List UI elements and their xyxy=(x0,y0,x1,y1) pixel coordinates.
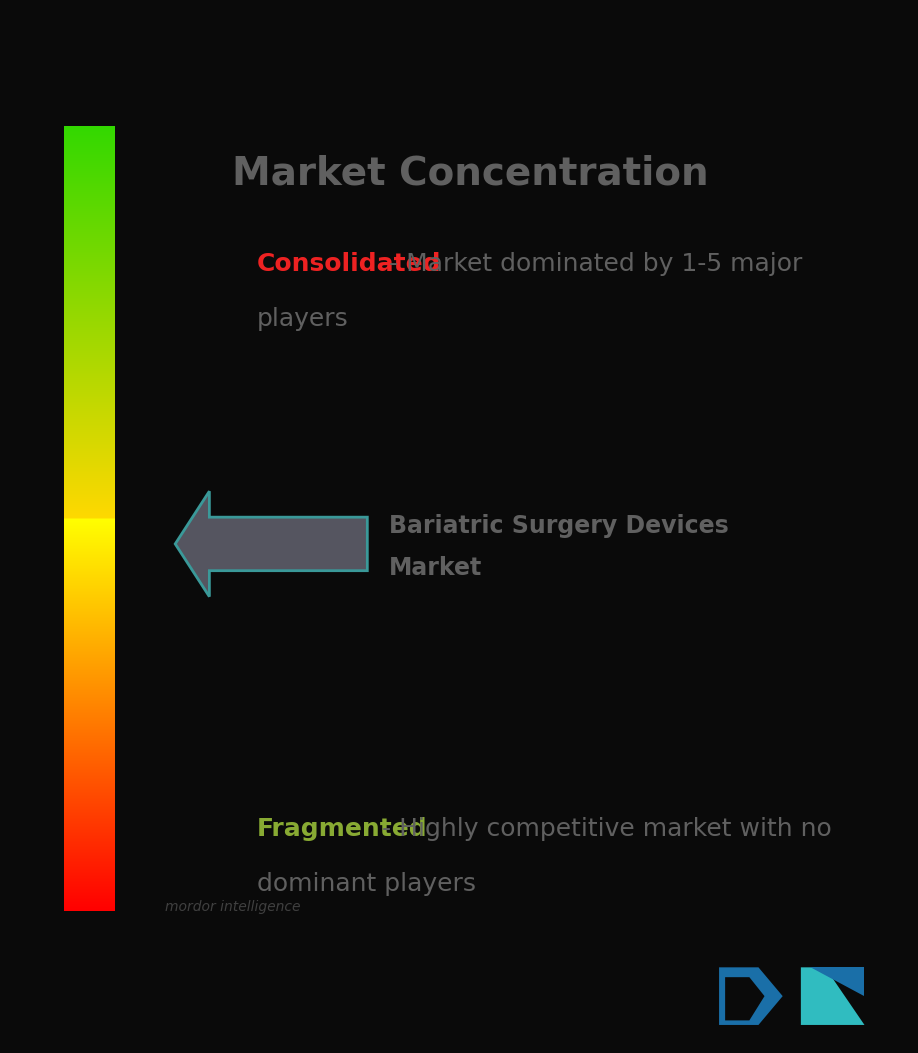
Polygon shape xyxy=(810,968,865,996)
Text: Market Concentration: Market Concentration xyxy=(232,155,709,193)
Bar xyxy=(209,517,367,571)
Text: players: players xyxy=(257,307,349,332)
Text: Market: Market xyxy=(388,556,482,580)
Text: dominant players: dominant players xyxy=(257,872,476,896)
Polygon shape xyxy=(800,968,865,1025)
Text: - Highly competitive market with no: - Highly competitive market with no xyxy=(382,817,832,841)
Polygon shape xyxy=(719,968,783,1025)
Text: mordor intelligence: mordor intelligence xyxy=(164,900,300,914)
Polygon shape xyxy=(175,491,209,597)
Text: Consolidated: Consolidated xyxy=(257,252,442,276)
Text: - Market dominated by 1-5 major: - Market dominated by 1-5 major xyxy=(388,252,802,276)
Text: Fragmented: Fragmented xyxy=(257,817,428,841)
Text: Bariatric Surgery Devices: Bariatric Surgery Devices xyxy=(388,514,728,538)
Polygon shape xyxy=(725,977,765,1020)
